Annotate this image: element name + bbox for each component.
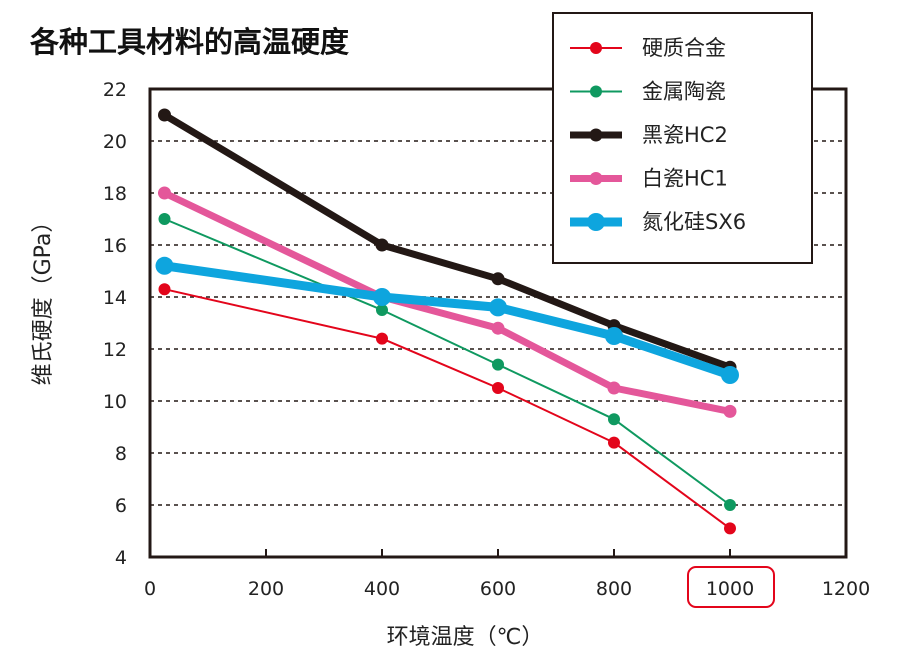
y-tick-label: 18 [103,183,127,205]
x-tick-label: 1000 [706,578,754,600]
data-point [608,436,620,449]
data-point [608,413,620,426]
legend-entry: 金属陶瓷 [570,80,726,104]
data-point [158,283,171,296]
data-point [375,238,389,252]
data-point [724,499,736,511]
x-tick-label: 400 [364,578,400,600]
series-3 [158,186,737,418]
x-tick-label: 800 [596,578,632,600]
x-tick-label: 0 [144,578,156,600]
data-point [376,332,388,345]
legend-marker [587,213,605,231]
legend-entry: 白瓷HC1 [570,167,728,191]
data-point [723,404,737,418]
legend-marker [590,85,602,98]
data-point [492,382,504,394]
y-tick-label: 16 [103,235,127,257]
data-point [376,304,388,316]
y-tick-label: 6 [115,495,127,517]
data-point [158,186,171,200]
legend-label: 硬质合金 [642,36,726,60]
legend-marker [589,128,603,142]
x-tick-label: 1200 [822,578,870,600]
legend-label: 白瓷HC1 [642,167,728,191]
legend-entry: 硬质合金 [570,36,726,60]
legend-marker [589,172,603,185]
data-point [721,366,739,384]
data-point [605,327,623,345]
legend-label: 金属陶瓷 [642,80,726,104]
series-0 [158,283,736,535]
y-tick-label: 22 [103,79,127,101]
y-tick-label: 14 [103,287,127,309]
series-4 [155,256,739,384]
series-layer [155,108,739,535]
x-tick-label: 200 [248,578,284,600]
data-point [607,381,621,395]
data-point [489,298,507,317]
data-point [155,256,174,275]
y-axis-label: 维氏硬度（GPa） [31,211,56,386]
series-line [164,288,731,530]
data-point [724,522,736,535]
y-tick-label: 10 [103,391,127,413]
data-point [373,288,391,306]
legend-label: 氮化硅SX6 [642,210,746,234]
x-axis-label: 环境温度（℃） [387,625,544,650]
legend-entry: 氮化硅SX6 [570,210,746,234]
data-point [492,358,504,371]
legend-label: 黑瓷HC2 [642,123,728,147]
legend-marker [590,42,602,54]
legend-entry: 黑瓷HC2 [570,123,728,147]
y-tick-label: 20 [103,131,127,153]
series-1 [158,213,736,511]
chart-title: 各种工具材料的高温硬度 [29,25,349,59]
y-tick-label: 8 [115,443,127,465]
y-tick-label: 4 [115,547,127,569]
data-point [491,321,505,335]
series-line [163,261,732,380]
data-point [491,272,505,286]
y-tick-label: 12 [103,339,127,361]
x-tick-label: 600 [480,578,516,600]
axis-ticks: 4 6 8 10 12 14 16 18 20 22 0 200 400 600 800 1000 1200 [103,79,870,608]
data-point [158,213,171,225]
data-point [158,108,171,122]
highlight-box [687,566,775,608]
